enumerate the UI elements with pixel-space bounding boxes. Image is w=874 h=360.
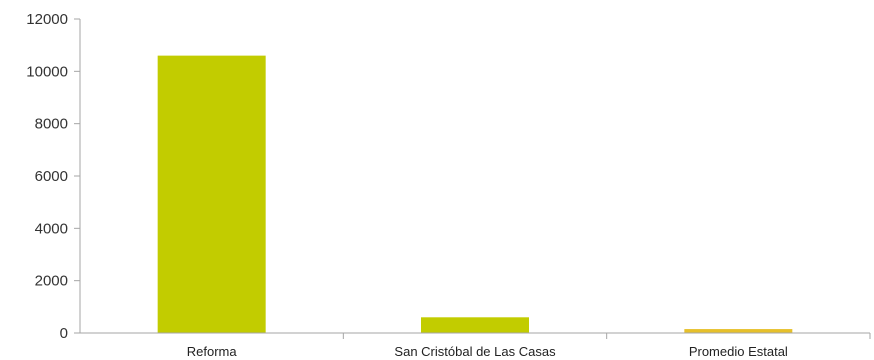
x-axis: Reforma San Cristóbal de Las Casas Promedi… bbox=[187, 333, 871, 359]
y-tick-label: 4000 bbox=[35, 220, 68, 237]
y-tick-label: 6000 bbox=[35, 168, 68, 185]
y-tick-label: 0 bbox=[60, 325, 68, 342]
y-tick-label: 8000 bbox=[35, 116, 68, 133]
x-category-label: San Cristóbal de Las Casas bbox=[394, 344, 556, 359]
y-tick-label: 12000 bbox=[26, 11, 68, 28]
x-category-label: Reforma bbox=[187, 344, 238, 359]
bar-promedio-estatal bbox=[684, 329, 793, 333]
bar-san-crist-bal-de-las-casas bbox=[421, 317, 529, 333]
bars bbox=[157, 55, 793, 334]
y-tick-label: 10000 bbox=[26, 63, 68, 80]
y-axis: 0 2000 4000 6000 8000 10000 12000 bbox=[26, 11, 80, 342]
y-tick-label: 2000 bbox=[35, 273, 68, 290]
x-category-label: Promedio Estatal bbox=[689, 344, 788, 359]
bar-reforma bbox=[157, 55, 266, 334]
